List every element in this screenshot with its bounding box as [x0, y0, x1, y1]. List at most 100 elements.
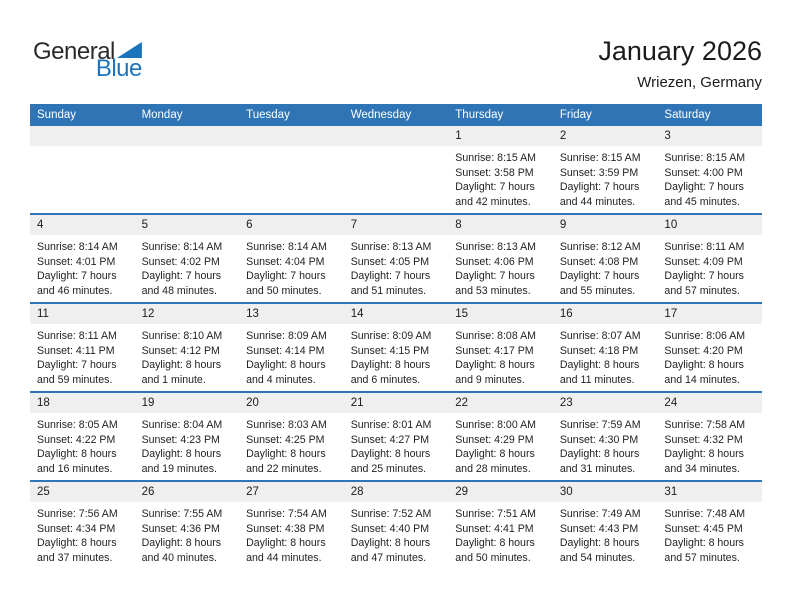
- day-cell: 20 Sunrise: 8:03 AM Sunset: 4:25 PM Dayligh…: [239, 393, 344, 480]
- sunset-text: Sunset: 4:01 PM: [37, 255, 116, 268]
- day-cell: 8 Sunrise: 8:13 AM Sunset: 4:06 PM Daylight…: [448, 215, 553, 302]
- day-details: Sunrise: 8:04 AM Sunset: 4:23 PM Daylight:…: [135, 413, 240, 476]
- day-cell: 28 Sunrise: 7:52 AM Sunset: 4:40 PM Dayligh…: [343, 482, 449, 569]
- sunset-text: Sunset: 4:14 PM: [246, 344, 325, 357]
- day-details: Sunrise: 7:59 AM Sunset: 4:30 PM Daylight:…: [553, 413, 658, 476]
- sunrise-text: Sunrise: 7:52 AM: [350, 508, 432, 520]
- logo-text-general: General: [33, 38, 115, 65]
- day-details: Sunrise: 8:01 AM Sunset: 4:27 PM Daylight:…: [344, 413, 449, 476]
- sunrise-text: Sunrise: 8:01 AM: [350, 419, 432, 431]
- sunrise-text: Sunrise: 7:59 AM: [559, 419, 641, 431]
- sunset-text: Sunset: 4:09 PM: [664, 255, 743, 268]
- day-cell: 24 Sunrise: 7:58 AM Sunset: 4:32 PM Dayligh…: [657, 393, 762, 480]
- day-number: 30: [552, 482, 658, 502]
- daylight-text: Daylight: 8 hours and 54 minutes.: [559, 537, 640, 564]
- week-row: 1 Sunrise: 8:15 AM Sunset: 3:58 PM Daylight…: [30, 126, 762, 213]
- day-number: 9: [552, 215, 658, 235]
- sunrise-text: Sunrise: 8:09 AM: [246, 330, 327, 342]
- day-number: [343, 126, 449, 146]
- daylight-text: Daylight: 7 hours and 42 minutes.: [455, 181, 535, 208]
- day-cell: 6 Sunrise: 8:14 AM Sunset: 4:04 PM Daylight…: [239, 215, 344, 302]
- sunset-text: Sunset: 4:18 PM: [559, 344, 639, 357]
- sunrise-text: Sunrise: 7:55 AM: [141, 508, 223, 520]
- day-number: 1: [448, 126, 553, 146]
- daylight-text: Daylight: 7 hours and 50 minutes.: [246, 270, 326, 297]
- day-details: Sunrise: 7:56 AM Sunset: 4:34 PM Daylight:…: [30, 502, 135, 565]
- sunset-text: Sunset: 3:58 PM: [455, 166, 534, 179]
- day-number: 10: [657, 215, 762, 235]
- sunrise-text: Sunrise: 8:00 AM: [455, 419, 536, 431]
- day-number: 23: [552, 393, 658, 413]
- daylight-text: Daylight: 7 hours and 59 minutes.: [37, 359, 117, 386]
- sunset-text: Sunset: 4:11 PM: [37, 344, 115, 357]
- day-details: Sunrise: 8:03 AM Sunset: 4:25 PM Daylight:…: [239, 413, 344, 476]
- day-number: [134, 126, 240, 146]
- week-row: 11 Sunrise: 8:11 AM Sunset: 4:11 PM Dayligh…: [30, 302, 762, 391]
- day-number: 22: [448, 393, 553, 413]
- sunset-text: Sunset: 4:02 PM: [141, 255, 220, 268]
- day-number: 2: [552, 126, 658, 146]
- day-details: Sunrise: 8:08 AM Sunset: 4:17 PM Daylight:…: [448, 324, 553, 387]
- day-number: 8: [448, 215, 553, 235]
- sunrise-text: Sunrise: 8:11 AM: [37, 330, 117, 342]
- day-details: Sunrise: 8:05 AM Sunset: 4:22 PM Daylight:…: [30, 413, 135, 476]
- sunrise-text: Sunrise: 8:14 AM: [37, 241, 118, 253]
- daylight-text: Daylight: 8 hours and 34 minutes.: [664, 448, 744, 475]
- daylight-text: Daylight: 8 hours and 6 minutes.: [350, 359, 431, 386]
- day-cell: 13 Sunrise: 8:09 AM Sunset: 4:14 PM Dayligh…: [239, 304, 344, 391]
- daylight-text: Daylight: 7 hours and 45 minutes.: [664, 181, 744, 208]
- day-number: 27: [239, 482, 344, 502]
- sunset-text: Sunset: 4:32 PM: [664, 433, 743, 446]
- daylight-text: Daylight: 7 hours and 48 minutes.: [141, 270, 222, 297]
- day-details: Sunrise: 7:58 AM Sunset: 4:32 PM Daylight:…: [657, 413, 762, 476]
- sunset-text: Sunset: 4:30 PM: [559, 433, 639, 446]
- calendar-location-subtitle: Wriezen, Germany: [637, 74, 762, 92]
- weekday-header-saturday: Saturday: [664, 109, 711, 121]
- weekday-header-row: Sunday Monday Tuesday Wednesday Thursday…: [30, 104, 762, 126]
- sunrise-text: Sunrise: 7:56 AM: [37, 508, 118, 520]
- sunset-text: Sunset: 4:45 PM: [664, 522, 743, 535]
- day-details: Sunrise: 8:11 AM Sunset: 4:09 PM Daylight:…: [657, 235, 762, 298]
- sunset-text: Sunset: 3:59 PM: [559, 166, 639, 179]
- day-number: 28: [343, 482, 449, 502]
- day-cell: 12 Sunrise: 8:10 AM Sunset: 4:12 PM Dayligh…: [134, 304, 240, 391]
- day-number: 18: [30, 393, 135, 413]
- day-cell: 7 Sunrise: 8:13 AM Sunset: 4:05 PM Daylight…: [343, 215, 449, 302]
- day-details: Sunrise: 8:12 AM Sunset: 4:08 PM Daylight:…: [553, 235, 658, 298]
- day-details: Sunrise: 8:14 AM Sunset: 4:02 PM Daylight:…: [135, 235, 240, 298]
- calendar-month-title: January 2026: [598, 36, 762, 66]
- day-cell: 10 Sunrise: 8:11 AM Sunset: 4:09 PM Dayligh…: [657, 215, 762, 302]
- day-cell: 4 Sunrise: 8:14 AM Sunset: 4:01 PM Daylight…: [30, 215, 135, 302]
- daylight-text: Daylight: 7 hours and 57 minutes.: [664, 270, 744, 297]
- day-details: Sunrise: 7:52 AM Sunset: 4:40 PM Daylight:…: [344, 502, 449, 565]
- empty-day-cell: [343, 126, 449, 213]
- day-cell: 1 Sunrise: 8:15 AM Sunset: 3:58 PM Daylight…: [448, 126, 553, 213]
- day-details: Sunrise: 8:11 AM Sunset: 4:11 PM Daylight:…: [30, 324, 135, 387]
- empty-day-cell: [134, 126, 240, 213]
- day-number: 31: [657, 482, 762, 502]
- day-details: Sunrise: 8:06 AM Sunset: 4:20 PM Daylight:…: [657, 324, 762, 387]
- day-cell: 3 Sunrise: 8:15 AM Sunset: 4:00 PM Daylight…: [657, 126, 762, 213]
- week-row: 18 Sunrise: 8:05 AM Sunset: 4:22 PM Dayligh…: [30, 391, 762, 480]
- sunrise-text: Sunrise: 8:14 AM: [246, 241, 327, 253]
- calendar-grid: Sunday Monday Tuesday Wednesday Thursday…: [30, 104, 762, 569]
- daylight-text: Daylight: 8 hours and 47 minutes.: [350, 537, 431, 564]
- day-details: Sunrise: 8:15 AM Sunset: 3:59 PM Daylight:…: [553, 146, 658, 209]
- daylight-text: Daylight: 7 hours and 46 minutes.: [37, 270, 117, 297]
- day-cell: 17 Sunrise: 8:06 AM Sunset: 4:20 PM Dayligh…: [657, 304, 762, 391]
- day-number: 26: [134, 482, 240, 502]
- empty-day-cell: [30, 126, 135, 213]
- week-row: 4 Sunrise: 8:14 AM Sunset: 4:01 PM Daylight…: [30, 213, 762, 302]
- day-number: 14: [343, 304, 449, 324]
- day-details: Sunrise: 8:15 AM Sunset: 4:00 PM Daylight:…: [657, 146, 762, 209]
- day-details: Sunrise: 8:00 AM Sunset: 4:29 PM Daylight:…: [448, 413, 553, 476]
- day-cell: 2 Sunrise: 8:15 AM Sunset: 3:59 PM Daylight…: [552, 126, 658, 213]
- day-number: 4: [30, 215, 135, 235]
- sunset-text: Sunset: 4:22 PM: [37, 433, 116, 446]
- sunset-text: Sunset: 4:05 PM: [350, 255, 430, 268]
- day-details: Sunrise: 8:09 AM Sunset: 4:15 PM Daylight:…: [344, 324, 449, 387]
- sunrise-text: Sunrise: 8:14 AM: [141, 241, 223, 253]
- daylight-text: Daylight: 8 hours and 14 minutes.: [664, 359, 744, 386]
- day-number: 21: [343, 393, 449, 413]
